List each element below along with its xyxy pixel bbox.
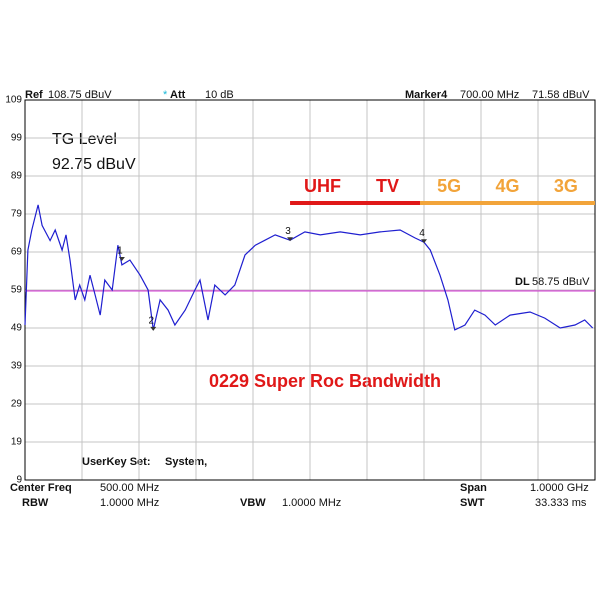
vbw-label: VBW <box>240 497 266 509</box>
vbw-value: 1.0000 MHz <box>282 497 341 509</box>
y-tick-label: 9 <box>16 475 22 486</box>
userkey-value: System, <box>165 456 207 468</box>
att-value: 10 dB <box>205 89 234 101</box>
band-label: 4G <box>495 176 519 196</box>
span-label: Span <box>460 482 487 494</box>
marker-label: Marker4 <box>405 89 448 101</box>
marker-label: 4 <box>419 228 425 239</box>
att-star: * <box>163 89 168 101</box>
tg-value: 92.75 dBuV <box>52 156 136 173</box>
band-label: UHF <box>304 176 341 196</box>
marker <box>421 239 427 244</box>
marker <box>150 326 157 331</box>
rbw-label: RBW <box>22 497 49 509</box>
y-tick-label: 19 <box>11 437 23 448</box>
dl-label: DL <box>515 276 530 288</box>
rbw-value: 1.0000 MHz <box>100 497 159 509</box>
trace <box>24 204 594 331</box>
band-label: 5G <box>437 176 461 196</box>
y-tick-label: 69 <box>11 247 23 258</box>
marker-freq: 700.00 MHz <box>460 89 519 101</box>
marker-label: 1 <box>117 246 123 257</box>
att-label: Att <box>170 89 186 101</box>
chart-title: 0229 Super Roc Bandwidth <box>209 371 441 391</box>
ref-value: 108.75 dBuV <box>48 89 112 101</box>
marker <box>118 256 125 261</box>
band-label: TV <box>376 176 399 196</box>
marker-label: 3 <box>285 226 291 237</box>
y-tick-label: 99 <box>11 133 23 144</box>
tg-label: TG Level <box>52 131 117 148</box>
dl-value: 58.75 dBuV <box>532 276 590 288</box>
y-tick-label: 39 <box>11 361 23 372</box>
marker-label: 2 <box>148 316 154 327</box>
y-tick-label: 109 <box>5 95 22 106</box>
center-value: 500.00 MHz <box>100 482 159 494</box>
band-label: 3G <box>554 176 578 196</box>
y-tick-label: 59 <box>11 285 23 296</box>
swt-label: SWT <box>460 497 485 509</box>
y-tick-label: 79 <box>11 209 23 220</box>
y-tick-label: 29 <box>11 399 23 410</box>
swt-value: 33.333 ms <box>535 497 587 509</box>
center-label: Center Freq <box>10 482 72 494</box>
marker-level: 71.58 dBuV <box>532 89 590 101</box>
ref-label: Ref <box>25 89 43 101</box>
userkey-label: UserKey Set: <box>82 456 150 468</box>
y-tick-label: 89 <box>11 171 23 182</box>
y-tick-label: 49 <box>11 323 23 334</box>
plot-border <box>24 99 596 481</box>
span-value: 1.0000 GHz <box>530 482 589 494</box>
marker <box>287 237 294 242</box>
